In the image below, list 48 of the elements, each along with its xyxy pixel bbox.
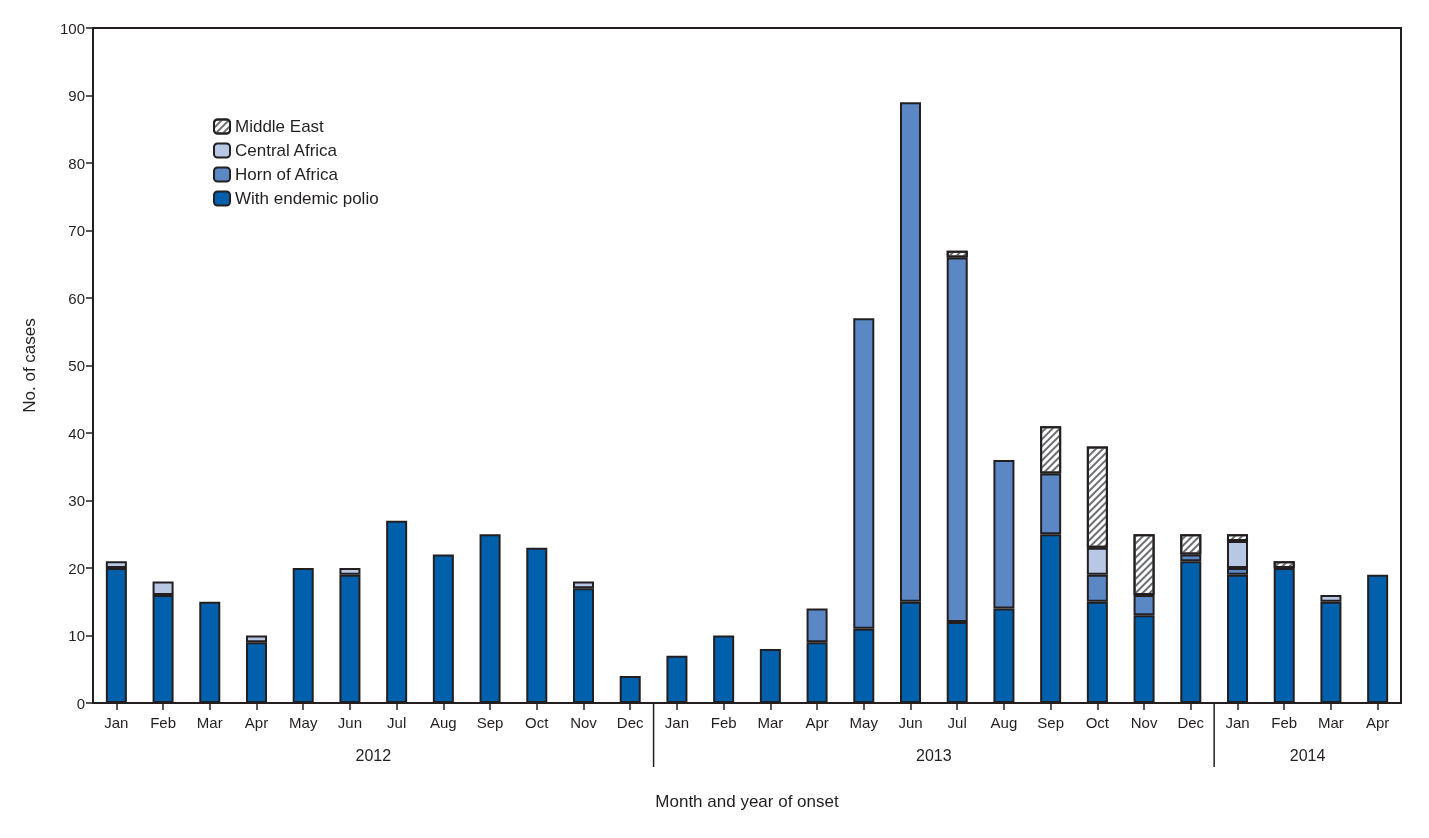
x-tick-label: Sep: [476, 714, 504, 731]
x-tick-label: Mar: [196, 714, 223, 731]
x-tick-label: Aug: [990, 714, 1018, 731]
x-tick-label: Jan: [104, 714, 129, 731]
x-tick-label: Jun: [898, 714, 923, 731]
x-tick-label: Jan: [664, 714, 690, 731]
y-tick-label: 40: [68, 424, 85, 442]
x-tick-label: Dec: [616, 714, 645, 731]
x-tick-label: Sep: [1037, 714, 1064, 731]
x-tick-label: Apr: [805, 714, 829, 731]
x-tick-label: Feb: [150, 714, 176, 731]
x-tick-label: Aug: [430, 714, 457, 731]
x-tick-label: Dec: [1177, 714, 1205, 731]
text: 2014: [1289, 746, 1326, 764]
y-axis-title: No. of cases: [20, 318, 39, 413]
x-tick-label: Feb: [1271, 714, 1298, 731]
text: 2012: [355, 746, 392, 764]
x-tick-label: Oct: [1085, 714, 1110, 731]
y-tick-label: 90: [68, 87, 85, 104]
legend-label: Middle East: [235, 117, 325, 136]
x-tick-label: Nov: [1130, 714, 1158, 731]
x-tick-label: Feb: [710, 714, 737, 731]
y-tick-label: 70: [68, 222, 85, 239]
y-tick-label: 10: [68, 627, 85, 644]
legend-label: With endemic polio: [235, 189, 379, 208]
legend-label: Horn of Africa: [235, 165, 339, 184]
x-axis-title: Month and year of onset: [655, 792, 839, 811]
y-tick-label: 30: [68, 492, 85, 509]
x-tick-label: Jul: [387, 714, 407, 731]
y-tick-label: 20: [68, 559, 85, 577]
y-tick-label: 0: [76, 694, 85, 712]
x-tick-label: Oct: [525, 714, 550, 731]
y-tick-label: 50: [68, 357, 85, 374]
y-tick-label: 60: [68, 289, 85, 307]
x-tick-label: May: [289, 714, 318, 731]
x-tick-label: Mar: [1318, 714, 1344, 731]
text: 2013: [916, 746, 952, 764]
x-tick-label: Jun: [337, 714, 363, 731]
legend-label: Central Africa: [235, 141, 338, 160]
x-tick-label: Jan: [1225, 714, 1250, 731]
x-tick-label: Apr: [244, 714, 269, 731]
y-tick-label: 100: [59, 19, 85, 37]
x-tick-label: Nov: [570, 714, 598, 731]
x-tick-label: Jul: [947, 714, 967, 731]
y-tick-label: 80: [68, 154, 85, 172]
x-tick-label: May: [849, 714, 879, 731]
x-tick-label: Mar: [757, 714, 784, 731]
x-tick-label: Apr: [1365, 714, 1390, 731]
